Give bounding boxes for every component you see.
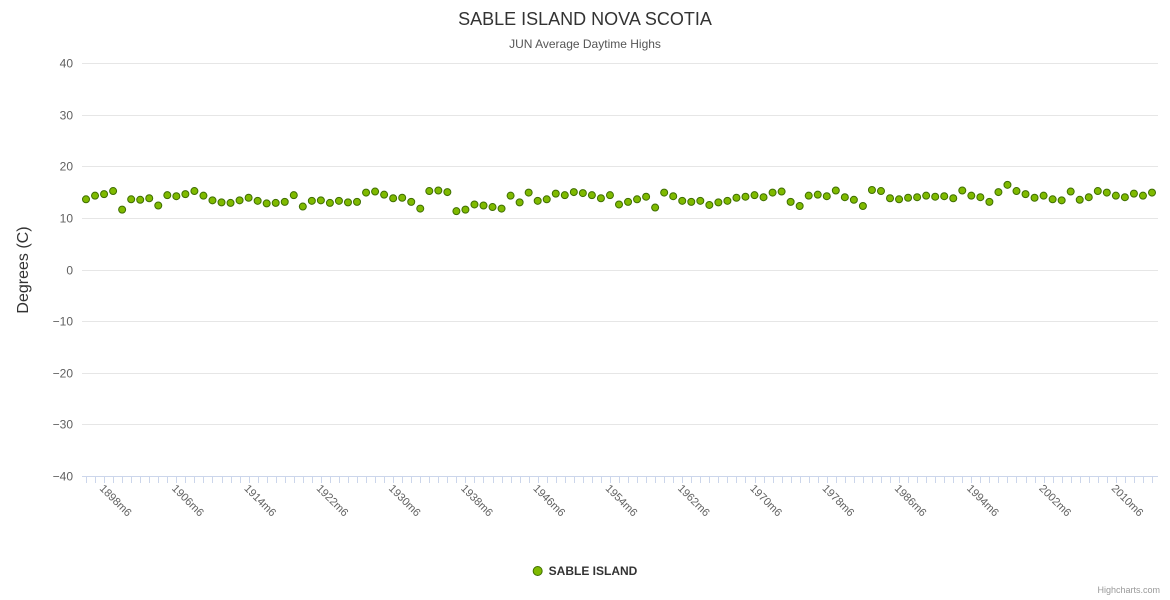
svg-text:1946m6: 1946m6 <box>531 483 568 520</box>
svg-text:1922m6: 1922m6 <box>314 483 351 520</box>
svg-text:2010m6: 2010m6 <box>1109 483 1146 520</box>
chart-title: SABLE ISLAND NOVA SCOTIA <box>458 9 712 29</box>
svg-text:−30: −30 <box>53 418 74 432</box>
y-axis-title: Degrees (C) <box>15 226 32 314</box>
svg-text:1970m6: 1970m6 <box>747 483 784 520</box>
svg-text:20: 20 <box>60 160 74 174</box>
svg-text:1962m6: 1962m6 <box>675 483 712 520</box>
svg-text:1938m6: 1938m6 <box>458 483 495 520</box>
highcharts-credits-link[interactable]: Highcharts.com <box>1097 585 1160 595</box>
svg-text:−20: −20 <box>53 367 74 381</box>
chart-subtitle: JUN Average Daytime Highs <box>509 37 661 51</box>
svg-text:0: 0 <box>66 264 73 278</box>
svg-text:10: 10 <box>60 212 74 226</box>
svg-text:1930m6: 1930m6 <box>386 483 423 520</box>
svg-text:1994m6: 1994m6 <box>964 483 1001 520</box>
svg-text:1978m6: 1978m6 <box>820 483 857 520</box>
legend-item-sable-island[interactable]: SABLE ISLAND <box>532 564 638 578</box>
svg-text:2002m6: 2002m6 <box>1036 483 1073 520</box>
svg-text:30: 30 <box>60 109 74 123</box>
svg-text:1898m6: 1898m6 <box>97 483 134 520</box>
svg-text:1986m6: 1986m6 <box>892 483 929 520</box>
svg-text:1954m6: 1954m6 <box>603 483 640 520</box>
legend-label: SABLE ISLAND <box>548 564 638 578</box>
legend-marker-icon <box>532 566 543 576</box>
svg-text:1914m6: 1914m6 <box>241 483 278 520</box>
svg-text:1906m6: 1906m6 <box>169 483 206 520</box>
svg-text:−10: −10 <box>53 315 74 329</box>
svg-text:−40: −40 <box>53 470 74 484</box>
svg-text:40: 40 <box>60 57 74 71</box>
